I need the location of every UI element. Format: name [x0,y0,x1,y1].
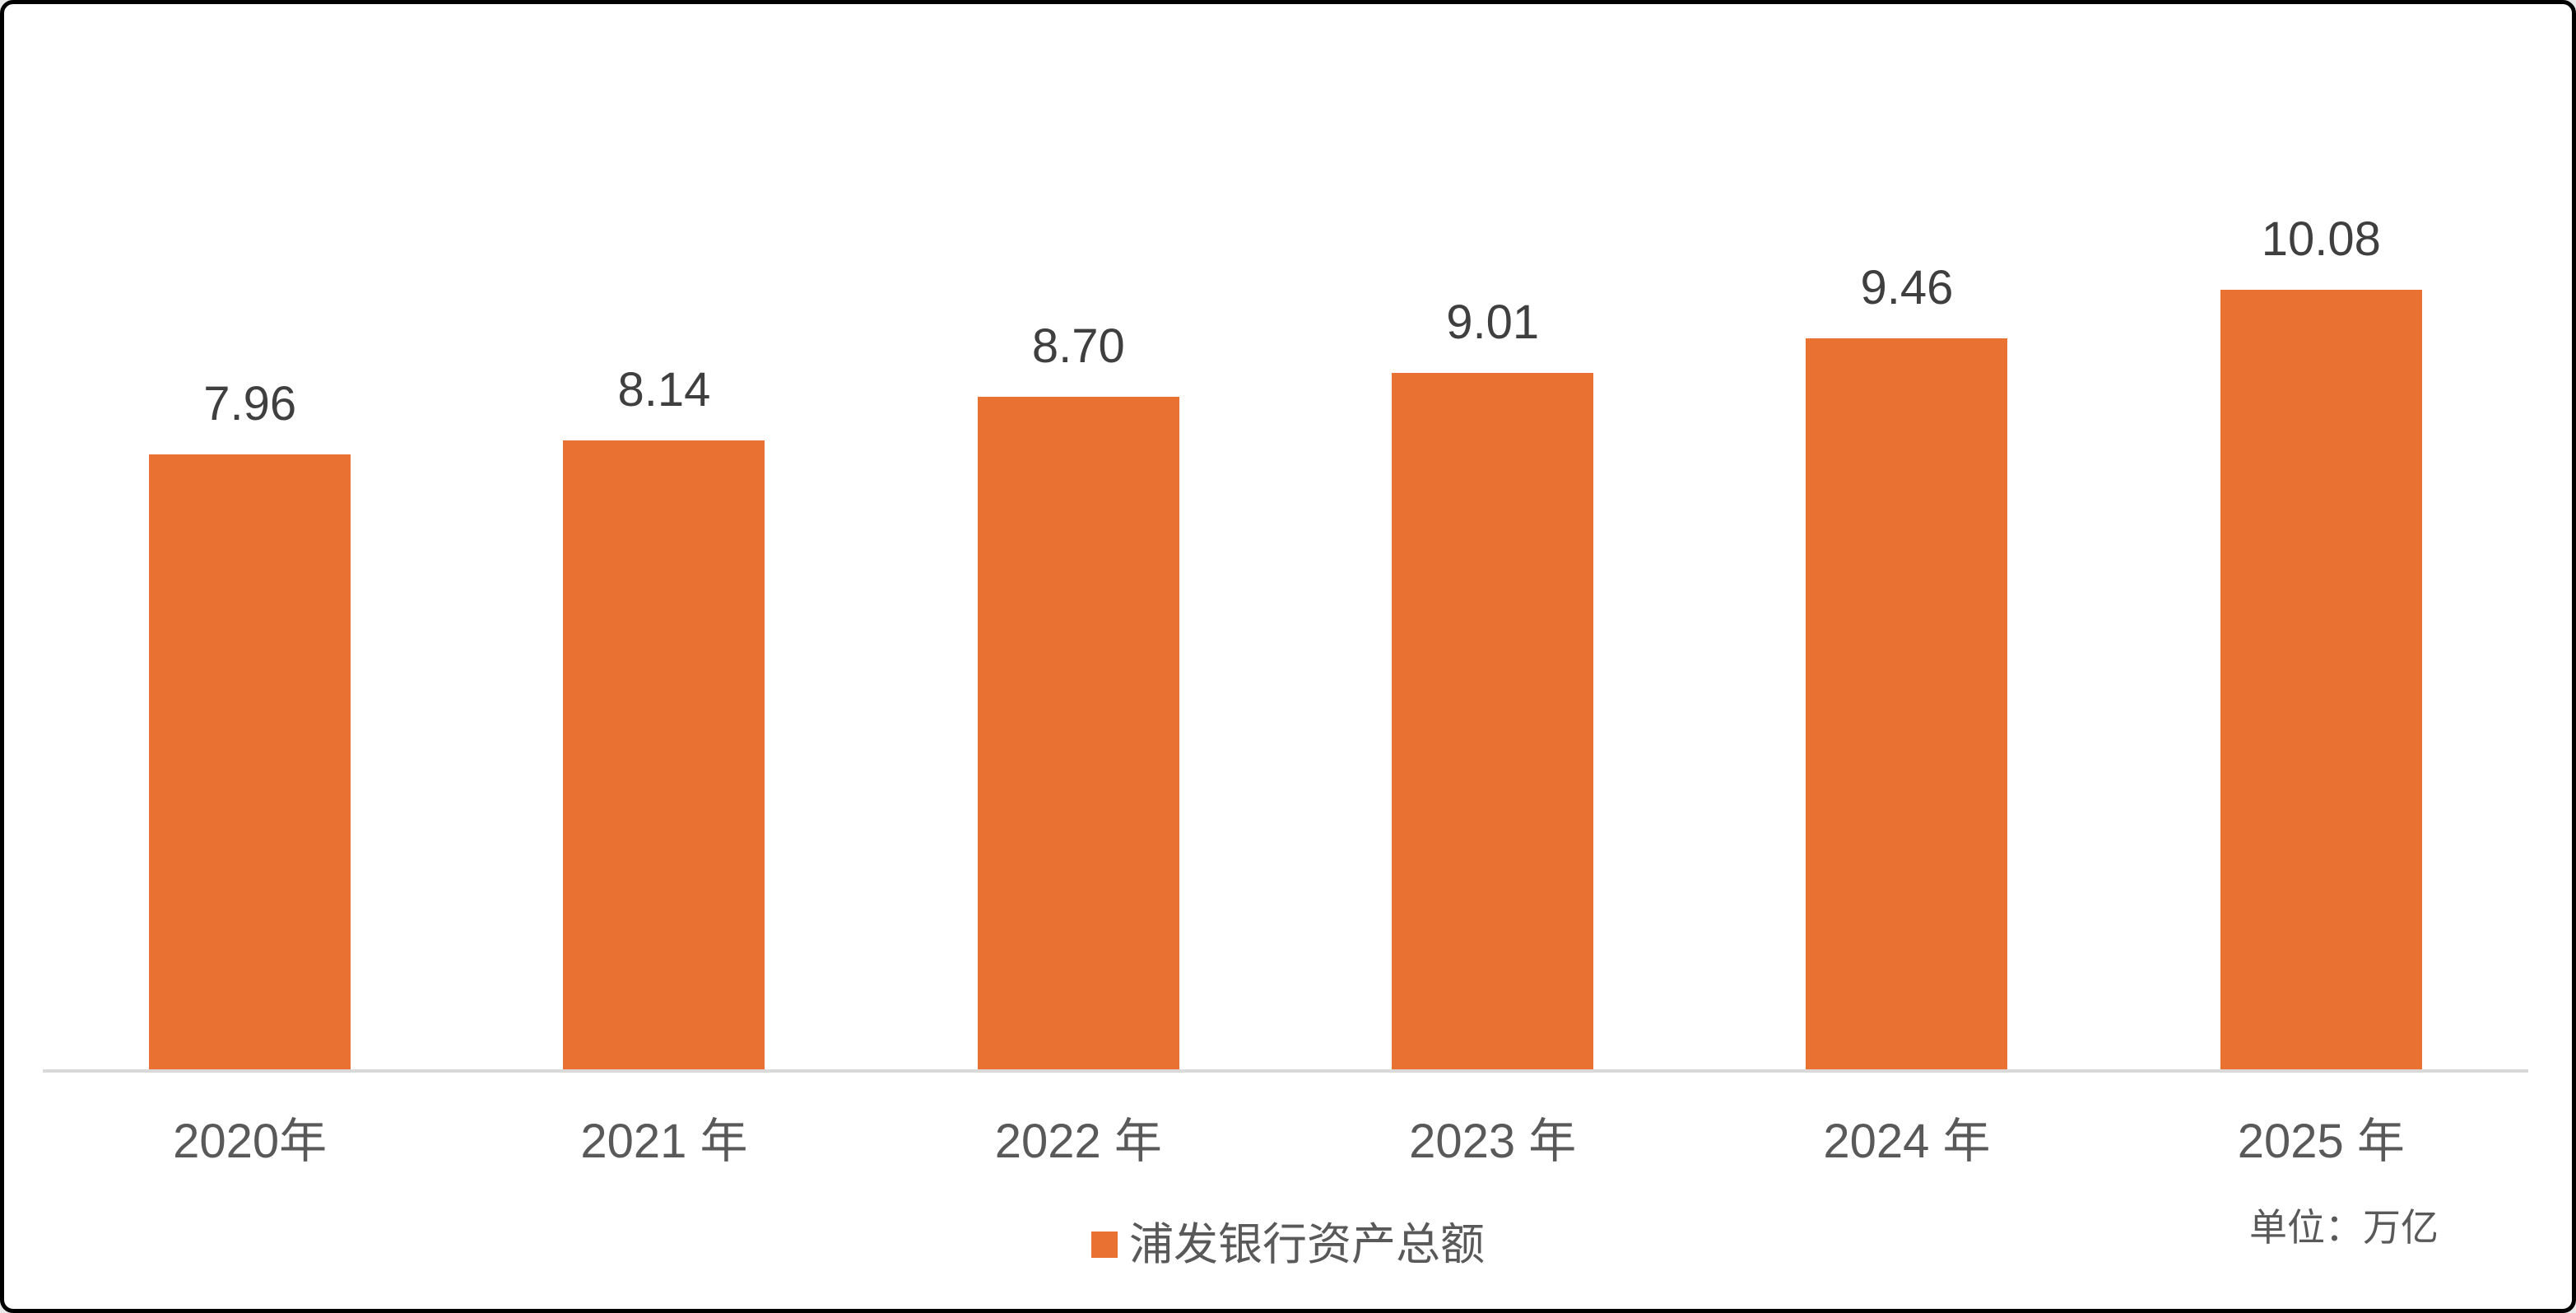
bar-group: 8.14 [457,363,871,1070]
x-axis-tick-label: 2021 年 [580,1115,748,1168]
x-axis-tick-label: 2022 年 [994,1115,1162,1168]
bar-value-label: 7.96 [203,377,297,431]
bar-group: 9.46 [1700,261,2113,1070]
bar-value-label: 9.46 [1860,261,1954,314]
bar-group: 7.96 [43,377,457,1070]
bar-group: 9.01 [1286,296,1700,1070]
bars-row: 7.96 8.14 8.70 9.01 9.46 10.08 [43,212,2528,1070]
bar-value-label: 8.70 [1031,319,1125,373]
legend-square-swatch-icon [1091,1232,1118,1258]
legend-series-label: 浦发银行资产总额 [1129,1220,1485,1269]
bar [149,454,351,1070]
x-axis-line [43,1069,2528,1073]
bar-value-label: 8.14 [617,363,711,417]
bar-chart-plot-area: 7.96 8.14 8.70 9.01 9.46 10.08 2020年 2021 年 202… [4,4,2572,1309]
x-axis-tick-label: 2023 年 [1409,1115,1577,1168]
x-axis-labels: 2020年 2021 年 2022 年 2023 年 2024 年 2025 年 [43,1113,2528,1171]
bar [1392,373,1594,1070]
bar [1806,338,2008,1070]
bar-group: 8.70 [872,319,1286,1070]
x-axis-tick-label: 2020年 [173,1115,328,1168]
x-axis-tick-label: 2024 年 [1823,1115,1991,1168]
bar-group: 10.08 [2114,212,2528,1070]
bar-value-label: 10.08 [2261,212,2381,266]
bar [977,397,1179,1070]
legend: 浦发银行资产总额 [4,1219,2572,1270]
bar-value-label: 9.01 [1446,296,1540,349]
bar [2220,290,2422,1070]
unit-annotation: 单位：万亿 [2249,1206,2439,1249]
bar [563,440,765,1070]
x-axis-tick-label: 2025 年 [2237,1115,2405,1168]
